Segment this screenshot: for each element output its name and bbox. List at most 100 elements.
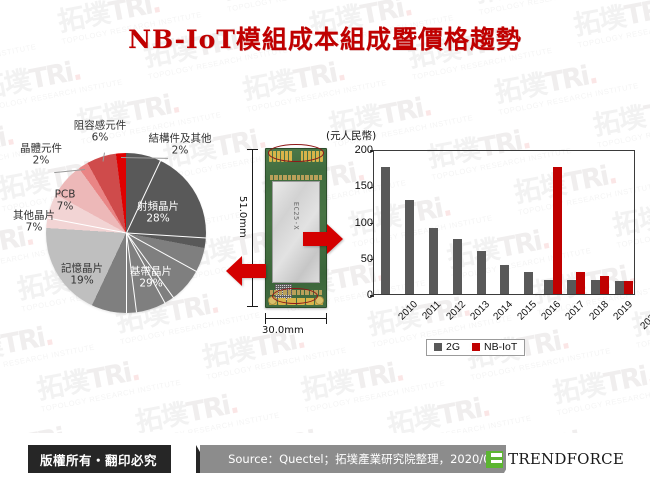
watermark-unit: 拓墣TRi.TOPOLOGY RESEARCH INSTITUTE	[221, 0, 368, 14]
dim-cap-bottom	[247, 306, 258, 307]
pie-slice-name: 晶體元件	[20, 142, 62, 155]
legend-label: 2G	[446, 341, 461, 353]
bar-group	[445, 151, 469, 294]
arrow-right-icon	[303, 224, 343, 254]
x-axis-label: 2018	[587, 299, 611, 323]
watermark-row: 拓墣TRi.TOPOLOGY RESEARCH INSTITUTE 拓墣TRi.T…	[0, 0, 650, 113]
y-axis-unit-label: (元人民幣)	[326, 130, 377, 142]
bar-2g	[615, 280, 625, 294]
pie-slice-percent: 6%	[91, 132, 109, 144]
bar-group	[565, 151, 589, 294]
pie-slice-percent: 7%	[25, 222, 43, 234]
bar-plot-area	[370, 150, 636, 297]
y-axis-tick-label: 50	[360, 252, 373, 265]
bar-group	[422, 151, 446, 294]
x-axis-label: 2017	[563, 299, 587, 323]
bar-2g	[429, 228, 439, 294]
bar-nb-iot	[576, 272, 586, 294]
x-axis-label: 2012	[444, 299, 468, 323]
bar-2g	[381, 167, 391, 294]
trendforce-mark-icon	[486, 450, 504, 468]
pie-slice-divider	[126, 232, 207, 239]
x-axis-label: 2019	[611, 299, 635, 323]
watermark-unit: 拓墣TRi.TOPOLOGY RESEARCH INSTITUTE	[34, 355, 182, 414]
footer: 版權所有・翻印必究 Source：Quectel；拓墣產業研究院整理，2020/…	[0, 433, 650, 485]
module-height-label: 51.0mm	[237, 196, 248, 238]
bar-group	[469, 151, 493, 294]
chart-legend: 2G NB-IoT	[426, 339, 526, 356]
bar-2g	[567, 279, 577, 294]
pie-slice-name: 記憶晶片	[61, 262, 103, 275]
watermark-unit: 拓墣TRi.TOPOLOGY RESEARCH INSTITUTE	[0, 55, 124, 114]
pie-slice-label: 結構件及其他 2%	[149, 133, 212, 158]
dim-cap-right	[326, 313, 327, 324]
bar-group	[374, 151, 398, 294]
copyright-badge: 版權所有・翻印必究	[28, 445, 172, 473]
bar-group	[588, 151, 612, 294]
watermark-unit: 拓墣TRi.TOPOLOGY RESEARCH INSTITUTE	[473, 0, 620, 17]
module-photo: EC25-X 51.0mm 30.0mm	[237, 138, 346, 353]
bar-group	[517, 151, 541, 294]
bar-group	[398, 151, 422, 294]
x-axis-label: 2010	[396, 299, 421, 323]
pie-slice-label: PCB 7%	[55, 189, 76, 214]
pie-slice-label: 射頻晶片 28%	[137, 201, 179, 226]
arrow-left-icon	[226, 256, 266, 286]
module-width-label: 30.0mm	[262, 325, 304, 336]
legend-label: NB-IoT	[484, 341, 518, 353]
annotation-ellipse-top	[268, 144, 324, 162]
pie-disc	[46, 153, 207, 313]
mounting-hole-right	[315, 296, 324, 305]
pie-slice-name: 射頻晶片	[137, 200, 179, 213]
pie-slice-percent: 2%	[171, 145, 189, 157]
dim-cap-top	[247, 149, 258, 150]
pie-slice-label: 阻容感元件 6%	[74, 120, 127, 145]
pie-slice-name: 其他晶片	[13, 209, 55, 222]
legend-item: 2G	[434, 341, 460, 353]
y-axis-tick-label: 200	[354, 144, 373, 156]
pie-slice-name: 基帶晶片	[130, 265, 172, 278]
pie-slice-percent: 7%	[56, 201, 74, 213]
dimension-line-horizontal	[265, 318, 327, 319]
bar-2g	[591, 279, 601, 294]
pie-slice-label: 記憶晶片 19%	[61, 263, 103, 288]
x-axis-label: 2014	[491, 299, 516, 323]
x-axis-label: 2011	[420, 299, 444, 322]
x-axis-label: 2015	[515, 299, 540, 323]
bar-nb-iot	[552, 167, 562, 294]
bar-2g	[543, 279, 553, 294]
pie-slice-percent: 19%	[70, 275, 94, 287]
y-axis-tick-label: 0	[366, 289, 373, 301]
y-axis-tick	[370, 222, 374, 225]
pie-slice-label: 基帶晶片 29%	[130, 266, 172, 291]
watermark-unit: 拓墣TRi.TOPOLOGY RESEARCH INSTITUTE	[298, 356, 447, 415]
shield-part-number: EC25-X	[292, 201, 300, 231]
source-note-wedge	[504, 445, 520, 473]
annotation-ellipse-bottom	[272, 288, 318, 304]
bar-chart: (元人民幣) 2G NB-IoT 0 50 100 150 200 2010 2011 2012…	[320, 128, 650, 356]
y-axis-tick	[370, 186, 374, 188]
watermark-unit: 拓墣TRi.TOPOLOGY RESEARCH INSTITUTE	[492, 58, 640, 117]
x-axis-label: 2016	[539, 299, 564, 323]
legend-swatch	[472, 343, 481, 351]
bar-2g	[524, 272, 534, 294]
bar-2g	[405, 199, 415, 294]
pie-slice-divider	[126, 233, 127, 313]
bar-nb-iot	[624, 280, 634, 294]
y-axis-tick	[370, 150, 374, 152]
pie-slice-percent: 28%	[146, 213, 170, 225]
bar-group	[612, 151, 636, 294]
bar-nb-iot	[600, 275, 610, 294]
dim-cap-left	[265, 313, 266, 324]
legend-item: NB-IoT	[472, 341, 517, 353]
bar-2g	[452, 238, 462, 294]
dimension-line-vertical	[252, 149, 253, 307]
y-axis-tick-label: 150	[354, 180, 373, 193]
trendforce-logo-text: TRENDFORCE	[508, 450, 624, 468]
pie-slice-name: PCB	[54, 188, 76, 201]
watermark-unit: 拓墣TRi.TOPOLOGY RESEARCH INSTITUTE	[550, 359, 650, 418]
pie-slice-label: 晶體元件 2%	[20, 143, 62, 168]
pie-slice-name: 阻容感元件	[73, 119, 127, 132]
pad-strip-upper	[270, 175, 323, 180]
